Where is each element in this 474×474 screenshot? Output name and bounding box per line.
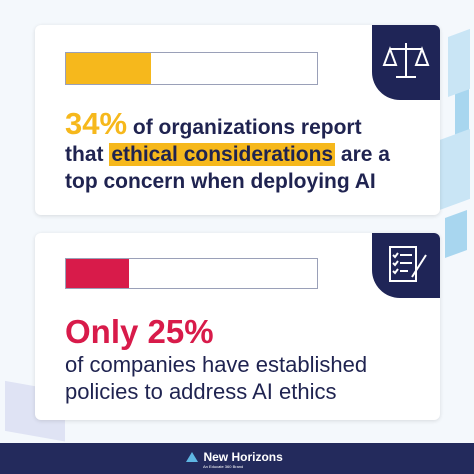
icon-tab	[372, 233, 440, 298]
logo: New Horizons An Educate 360 Brand	[185, 448, 283, 469]
stat-label: 34%	[65, 106, 128, 141]
text: of organizations report that	[65, 116, 362, 166]
scales-icon	[382, 43, 430, 78]
stat-card: Only 25% of companies have established p…	[35, 233, 440, 420]
icon-tab	[372, 25, 440, 100]
highlight: ethical considerations	[109, 143, 336, 166]
progress-bar	[65, 258, 318, 289]
text: are a top concern when deploying AI	[65, 143, 390, 193]
stat-card: 34% of organizations report that ethical…	[35, 25, 440, 215]
tagline: An Educate 360 Brand	[203, 464, 244, 469]
footer: New Horizons An Educate 360 Brand	[0, 443, 474, 474]
logo-mark	[186, 451, 198, 462]
stat-label: Only 25%	[65, 313, 214, 350]
progress-fill	[66, 259, 129, 288]
progress-fill	[66, 53, 152, 84]
stat-text: Only 25% of companies have established p…	[65, 313, 405, 405]
progress-bar	[65, 52, 318, 85]
text: of companies have established policies t…	[65, 352, 368, 404]
stat-text: 34% of organizations report that ethical…	[65, 107, 405, 195]
brand: New Horizons	[203, 449, 283, 464]
checklist-icon	[389, 246, 427, 282]
